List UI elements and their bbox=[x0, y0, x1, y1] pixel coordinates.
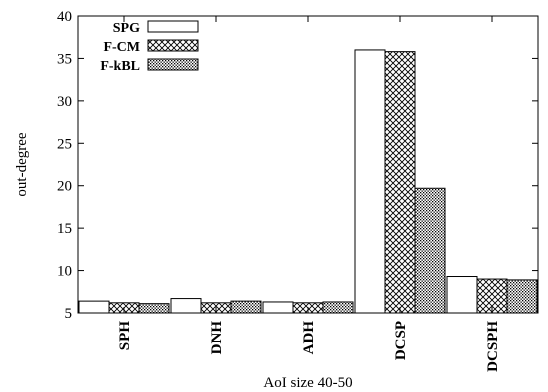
legend-swatch bbox=[147, 20, 199, 33]
x-tick-label: SPH bbox=[117, 321, 133, 351]
legend-label: SPG bbox=[113, 21, 140, 36]
y-tick-label: 15 bbox=[57, 221, 72, 237]
bar-f-kbl-adh bbox=[322, 301, 354, 314]
y-tick-label: 25 bbox=[57, 136, 72, 152]
bar-spg-dnh bbox=[170, 298, 202, 314]
y-tick-label: 35 bbox=[57, 51, 72, 67]
y-tick-label: 20 bbox=[57, 179, 72, 195]
x-axis: SPH DNH ADH DCSP DCSPH bbox=[117, 16, 501, 372]
bar-spg-dcsp bbox=[354, 49, 386, 314]
x-tick-label: ADH bbox=[301, 321, 317, 355]
x-axis-label: AoI size 40-50 bbox=[263, 375, 352, 391]
bar-f-kbl-dcsph bbox=[506, 279, 538, 314]
bar-spg-dcsph bbox=[446, 276, 478, 314]
bar-f-cm-dcsp bbox=[384, 51, 416, 314]
bar-spg-sph bbox=[78, 300, 110, 314]
x-tick-label: DCSPH bbox=[485, 321, 501, 372]
bar-f-kbl-sph bbox=[138, 303, 170, 314]
bar-spg-adh bbox=[262, 301, 294, 314]
bars-group bbox=[78, 49, 538, 314]
legend-swatch bbox=[147, 58, 199, 71]
legend-swatch bbox=[147, 39, 199, 52]
y-tick-label: 30 bbox=[57, 94, 72, 110]
y-axis-label: out-degree bbox=[14, 132, 30, 196]
bar-f-kbl-dnh bbox=[230, 300, 262, 314]
x-tick-label: DCSP bbox=[393, 321, 409, 360]
y-tick-label: 5 bbox=[65, 306, 73, 322]
y-tick-label: 10 bbox=[57, 264, 72, 280]
y-axis: 5 10 15 20 25 30 35 40 bbox=[57, 9, 538, 322]
x-tick-label: DNH bbox=[209, 321, 225, 355]
plot-frame bbox=[77, 15, 539, 314]
y-tick-label: 40 bbox=[57, 9, 72, 25]
legend-label: F-CM bbox=[103, 40, 140, 55]
legend: SPG F-CM F-kBL bbox=[100, 20, 199, 74]
legend-label: F-kBL bbox=[100, 59, 140, 74]
bar-f-kbl-dcsp bbox=[414, 187, 446, 314]
